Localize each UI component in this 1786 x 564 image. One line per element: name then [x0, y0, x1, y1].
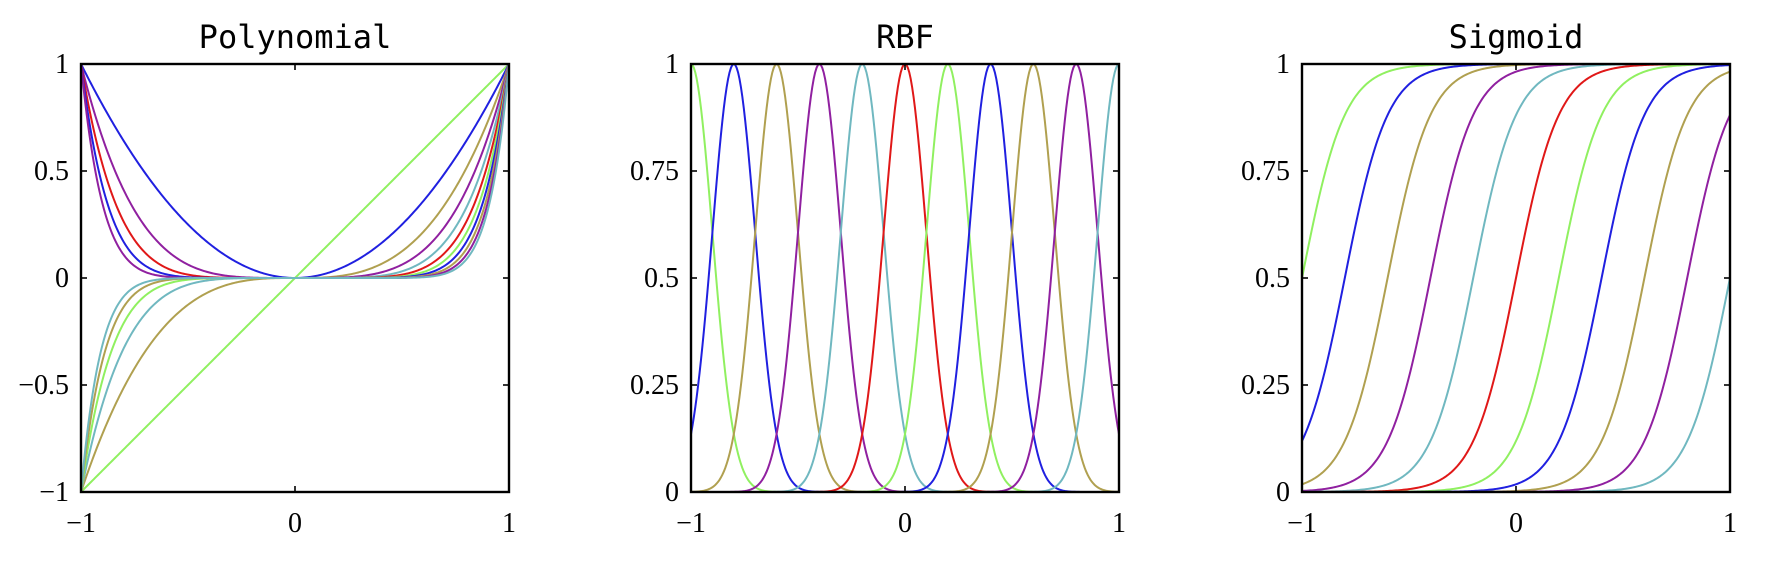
sigmoid-x-tick-label: −1 — [1287, 508, 1317, 539]
polynomial-basis-curve-11 — [81, 64, 509, 492]
rbf-y-tick-label: 0.25 — [630, 370, 679, 401]
sigmoid-basis-curve-6 — [1302, 64, 1730, 492]
polynomial-x-tick-label: 1 — [502, 508, 516, 539]
sigmoid-y-tick-label: 0 — [1276, 477, 1290, 508]
rbf-y-tick-label: 0.5 — [644, 263, 679, 294]
rbf-x-tick-label: −1 — [676, 508, 706, 539]
polynomial-y-tick-label: −0.5 — [18, 370, 69, 401]
sigmoid-basis-curve-1 — [1302, 64, 1730, 279]
rbf-y-tick-label: 0 — [665, 477, 679, 508]
rbf-basis-curve-9 — [691, 64, 1119, 492]
polynomial-basis-curve-10 — [81, 64, 509, 279]
rbf-basis-curve-7 — [691, 64, 1119, 492]
sigmoid-y-tick-label: 0.25 — [1241, 370, 1290, 401]
rbf-basis-curve-2 — [691, 64, 1119, 492]
rbf-axes-frame — [689, 62, 1121, 494]
sigmoid-curves — [1302, 64, 1730, 492]
polynomial-y-tick-label: 0 — [55, 263, 69, 294]
sigmoid-y-tick-label: 0.5 — [1255, 263, 1290, 294]
rbf-basis-curve-3 — [691, 64, 1119, 492]
rbf-x-tick-label: 1 — [1112, 508, 1126, 539]
sigmoid-y-tick-label: 0.75 — [1241, 156, 1290, 187]
polynomial-basis-curve-2 — [81, 64, 509, 280]
polynomial-basis-curve-6 — [81, 64, 509, 279]
rbf-title: RBF — [876, 18, 934, 56]
polynomial-y-tick-label: 1 — [55, 49, 69, 80]
sigmoid-title: Sigmoid — [1449, 18, 1584, 56]
polynomial-curves — [81, 64, 509, 492]
polynomial-y-tick-label: −1 — [39, 477, 69, 508]
polynomial-basis-curve-4 — [81, 64, 509, 279]
sigmoid-basis-curve-11 — [1302, 277, 1730, 492]
rbf-basis-curve-1 — [691, 64, 1119, 492]
polynomial-x-tick-label: −1 — [66, 508, 96, 539]
rbf-basis-curve-10 — [691, 64, 1119, 492]
polynomial-title: Polynomial — [199, 18, 392, 56]
sigmoid-x-tick-label: 1 — [1723, 508, 1737, 539]
rbf-y-tick-label: 1 — [665, 49, 679, 80]
polynomial-x-tick-label: 0 — [288, 508, 302, 539]
sigmoid-basis-curve-10 — [1302, 114, 1730, 492]
sigmoid-x-tick-label: 0 — [1509, 508, 1523, 539]
polynomial-y-tick-label: 0.5 — [34, 156, 69, 187]
rbf-basis-curve-6 — [691, 64, 1119, 492]
rbf-curves — [691, 64, 1119, 492]
rbf-basis-curve-11 — [691, 64, 1119, 492]
polynomial-basis-curve-8 — [81, 64, 509, 279]
rbf-basis-curve-8 — [691, 64, 1119, 492]
sigmoid-y-tick-label: 1 — [1276, 49, 1290, 80]
rbf-x-tick-label: 0 — [898, 508, 912, 539]
polynomial-panel: −1 0 1 −1 −0.5 0 0.5 1 Polynomial — [18, 18, 516, 539]
rbf-basis-curve-4 — [691, 64, 1119, 492]
rbf-basis-curve-5 — [691, 64, 1119, 492]
rbf-y-tick-label: 0.75 — [630, 156, 679, 187]
sigmoid-basis-curve-2 — [1302, 64, 1730, 442]
